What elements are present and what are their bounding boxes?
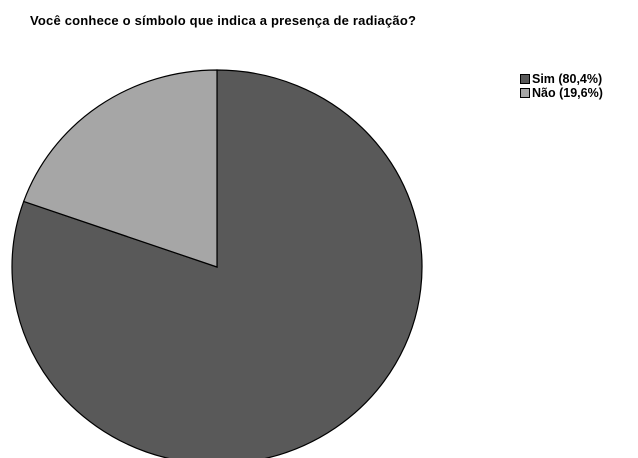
legend-item-nao: Não (19,6%) [520,86,603,100]
legend-item-sim: Sim (80,4%) [520,72,603,86]
legend-swatch-sim [520,74,530,84]
legend-swatch-nao [520,88,530,98]
legend-label-nao: Não (19,6%) [532,86,603,100]
legend-label-sim: Sim (80,4%) [532,72,603,86]
pie-slice-nao [22,69,218,268]
legend: Sim (80,4%) Não (19,6%) [520,72,603,100]
chart-title: Você conhece o símbolo que indica a pres… [30,13,417,28]
